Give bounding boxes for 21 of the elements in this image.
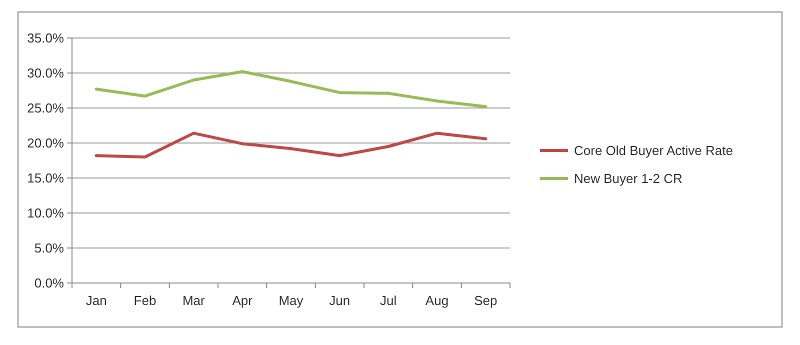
x-tick-label: Jan xyxy=(86,293,107,308)
y-tick-label: 25.0% xyxy=(27,100,64,116)
y-tick-label: 35.0% xyxy=(27,30,64,46)
y-tick-label: 5.0% xyxy=(34,240,64,256)
y-tick-label: 15.0% xyxy=(27,170,64,186)
x-tick-label: Jul xyxy=(380,293,397,308)
line-series xyxy=(94,132,488,158)
x-tick-label: Aug xyxy=(425,293,449,308)
y-tick-label: 0.0% xyxy=(34,276,64,291)
y-tick-label: 30.0% xyxy=(27,66,64,81)
legend-label: New Buyer 1-2 CR xyxy=(574,171,682,186)
x-tick-label: Sep xyxy=(474,293,498,308)
legend-label: Core Old Buyer Active Rate xyxy=(574,143,733,158)
y-tick-label: 20.0% xyxy=(27,136,64,151)
line-series xyxy=(94,70,488,108)
x-tick-label: May xyxy=(278,293,304,308)
x-tick-label: Mar xyxy=(182,293,206,308)
x-tick-label: Feb xyxy=(134,293,156,308)
x-tick-label: Apr xyxy=(232,293,254,308)
x-tick-label: Jun xyxy=(329,293,350,308)
y-tick-label: 10.0% xyxy=(27,206,64,221)
